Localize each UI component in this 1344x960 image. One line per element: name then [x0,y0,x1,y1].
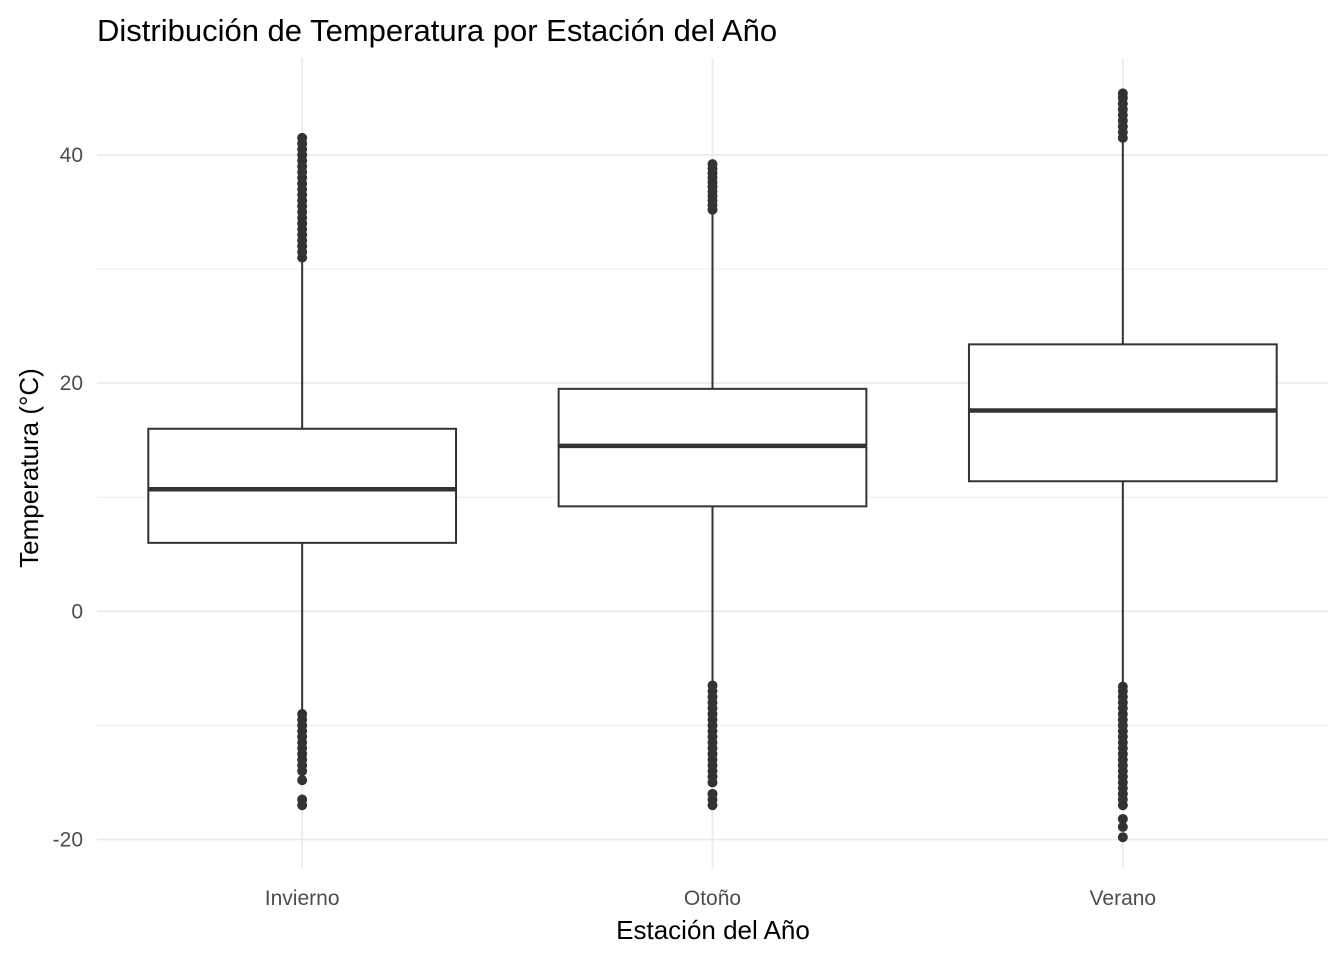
x-tick-label: Verano [1090,887,1157,910]
y-axis-title: Temperatura (°C) [14,368,44,568]
x-tick-label: Invierno [265,887,340,910]
tick-layer: -20 0 20 40 Invierno Otoño Verano [53,144,1156,910]
outlier-point [297,132,308,143]
box-verano [967,88,1278,843]
iqr-box [967,343,1278,483]
y-tick-label: -20 [53,828,83,851]
y-tick-label: 0 [71,600,83,623]
box-otoño [557,159,868,811]
outlier-point [1117,821,1128,832]
x-axis-title: Estación del Año [616,915,810,945]
outlier-point [1117,813,1128,824]
outlier-point [297,800,308,811]
y-tick-label: 40 [60,144,83,167]
box-invierno [147,132,458,811]
outlier-point [707,159,718,170]
outlier-point [707,777,718,788]
outlier-point [297,766,308,777]
x-tick-label: Otoño [684,887,741,910]
iqr-box [147,427,458,544]
y-tick-label: 20 [60,372,83,395]
outlier-point [1117,88,1128,99]
outlier-point [297,775,308,786]
outlier-point [707,800,718,811]
outlier-point [1117,800,1128,811]
chart-title: Distribución de Temperatura por Estación… [97,13,777,48]
outlier-point [1117,832,1128,843]
box-layer [147,88,1278,843]
